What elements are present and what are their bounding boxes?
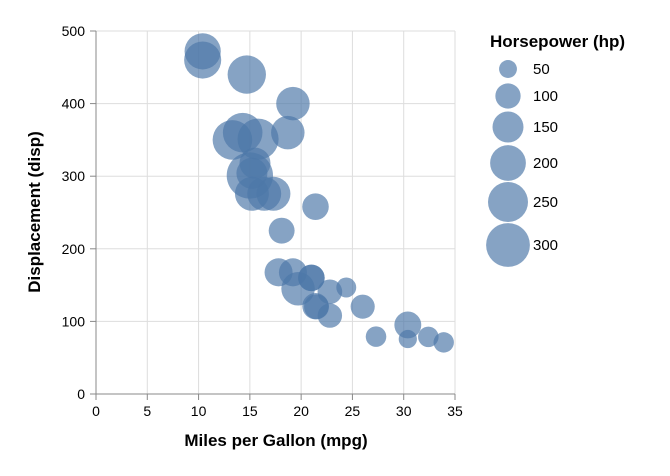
data-point [227, 55, 266, 94]
legend-symbol [492, 111, 524, 143]
x-tick-label: 15 [242, 403, 258, 419]
x-tick-label: 25 [345, 403, 361, 419]
x-tick-label: 10 [191, 403, 207, 419]
data-point [271, 115, 305, 150]
data-point [184, 33, 221, 70]
x-tick-label: 35 [447, 403, 463, 419]
y-tick-label: 300 [62, 168, 86, 184]
x-tick-label: 0 [92, 403, 100, 419]
legend-label: 150 [533, 119, 558, 136]
legend-label: 300 [533, 237, 558, 254]
legend-symbol [499, 60, 517, 78]
x-axis-title: Miles per Gallon (mpg) [184, 431, 367, 450]
y-tick-label: 400 [62, 96, 86, 112]
grid-lines [95, 30, 456, 395]
data-point [302, 193, 329, 220]
data-point [418, 326, 439, 348]
x-tick-label: 20 [293, 403, 309, 419]
data-point [264, 258, 293, 287]
data-point [212, 120, 253, 160]
data-points [184, 33, 454, 353]
axes: 0 5 10 15 20 25 30 35 0 100 200 300 400 500 [62, 23, 463, 419]
data-point [236, 157, 268, 189]
data-point [398, 329, 417, 349]
data-point [433, 332, 454, 353]
data-point [268, 217, 295, 244]
y-axis-title: Displacement (disp) [25, 131, 44, 293]
data-point [394, 311, 422, 339]
data-point [317, 279, 343, 305]
x-tick-label: 30 [396, 403, 412, 419]
size-legend: 50 100 150 200 250 300 [486, 60, 558, 267]
legend-symbol [490, 145, 526, 181]
data-point [336, 277, 357, 298]
x-tick-label: 5 [143, 403, 151, 419]
legend-label: 250 [533, 194, 558, 211]
data-point [298, 264, 325, 292]
y-tick-label: 500 [62, 23, 86, 39]
data-point [276, 86, 310, 121]
legend-symbol [486, 223, 530, 267]
y-tick-label: 200 [62, 241, 86, 257]
legend-title: Horsepower (hp) [490, 32, 625, 51]
legend-label: 50 [533, 61, 550, 78]
y-tick-label: 0 [77, 386, 85, 402]
data-point [317, 303, 343, 328]
data-point [365, 326, 387, 347]
legend-label: 200 [533, 155, 558, 172]
legend-symbol [488, 182, 528, 222]
y-tick-label: 100 [62, 313, 86, 329]
legend-symbol [495, 83, 521, 109]
data-point [350, 294, 375, 319]
legend-label: 100 [533, 88, 558, 105]
